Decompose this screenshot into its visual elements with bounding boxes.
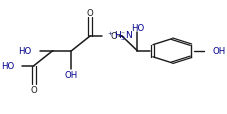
Text: O: O	[110, 32, 117, 41]
Text: O: O	[30, 85, 37, 94]
Text: $^+$H$_3$N: $^+$H$_3$N	[106, 29, 133, 42]
Text: OH: OH	[65, 70, 78, 79]
Text: O: O	[87, 9, 94, 18]
Text: HO: HO	[18, 47, 32, 56]
Text: ⁻: ⁻	[121, 29, 125, 38]
Text: HO: HO	[1, 62, 14, 71]
Text: HO: HO	[131, 23, 144, 32]
Text: OH: OH	[213, 47, 226, 56]
